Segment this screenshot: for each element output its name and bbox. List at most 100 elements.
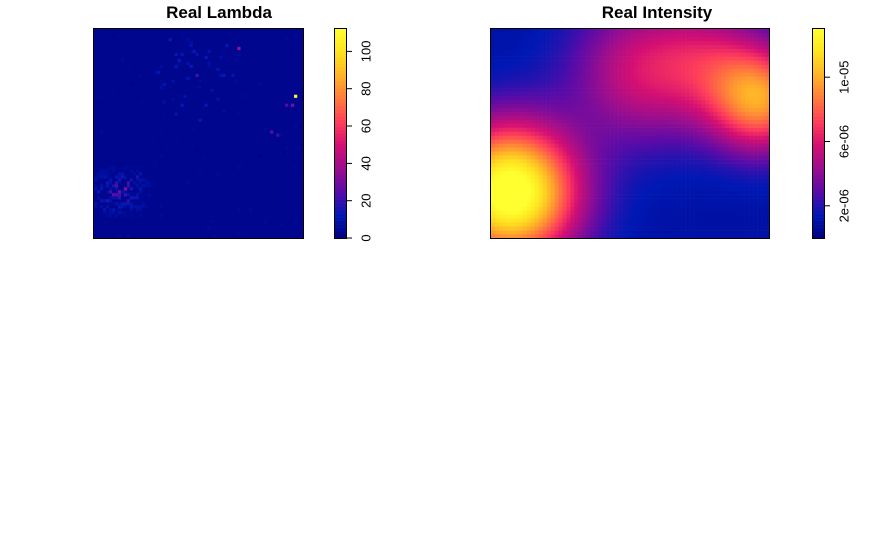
intensity-cell [622, 194, 627, 199]
intensity-cell [618, 159, 623, 164]
intensity-cell [550, 214, 555, 219]
intensity-cell [598, 182, 603, 188]
lambda-cell [162, 79, 166, 83]
lambda-cell [213, 193, 217, 197]
intensity-cell [514, 64, 520, 69]
intensity-cell [506, 174, 512, 180]
lambda-colorbar-segment [335, 123, 346, 127]
intensity-cell [697, 52, 702, 57]
intensity-cell [498, 234, 504, 239]
intensity-cell [518, 44, 524, 50]
intensity-cell [669, 68, 674, 73]
intensity-colorbar-segment [813, 123, 824, 127]
intensity-cell [717, 76, 722, 81]
intensity-cell [626, 96, 631, 101]
intensity-cell [757, 198, 762, 203]
intensity-cell [661, 52, 667, 57]
intensity-cell [693, 222, 698, 227]
intensity-cell [594, 143, 599, 148]
intensity-cell [633, 147, 639, 152]
intensity-cell [522, 234, 528, 239]
intensity-cell [697, 182, 702, 188]
intensity-cell [566, 99, 571, 105]
intensity-cell [491, 103, 496, 109]
intensity-cell [574, 202, 579, 207]
intensity-cell [665, 170, 671, 176]
intensity-cell [657, 194, 663, 199]
intensity-cell [725, 139, 730, 144]
intensity-cell [665, 167, 671, 172]
lambda-cell [237, 232, 241, 236]
intensity-cell [506, 119, 512, 124]
intensity-cell [669, 186, 674, 191]
intensity-colorbar-segment [813, 196, 824, 200]
intensity-cell [677, 29, 682, 34]
intensity-cell [498, 151, 504, 156]
intensity-cell [614, 60, 619, 65]
lambda-cell [264, 187, 268, 191]
intensity-cell [697, 111, 702, 117]
lambda-cell [117, 205, 122, 209]
lambda-cell [94, 85, 98, 89]
intensity-cell [729, 163, 734, 168]
intensity-cell [514, 84, 520, 89]
intensity-cell [558, 143, 563, 148]
intensity-cell [522, 159, 528, 164]
intensity-cell [506, 163, 512, 168]
intensity-cell [606, 174, 611, 180]
intensity-cell [574, 76, 579, 81]
intensity-cell [697, 92, 702, 97]
intensity-cell [633, 234, 639, 239]
intensity-cell [558, 178, 563, 184]
intensity-cell [578, 103, 583, 109]
intensity-cell [653, 226, 659, 231]
lambda-cell [120, 205, 125, 209]
intensity-cell [522, 194, 528, 199]
intensity-cell [753, 127, 758, 132]
intensity-cell [614, 29, 619, 34]
intensity-cell [550, 29, 555, 34]
intensity-cell [594, 84, 599, 89]
intensity-cell [701, 186, 706, 191]
intensity-cell [614, 107, 619, 113]
intensity-cell [685, 103, 690, 109]
intensity-cell [598, 167, 603, 172]
intensity-cell [669, 230, 674, 235]
intensity-cell [637, 76, 643, 81]
intensity-cell [733, 32, 738, 38]
intensity-cell [757, 167, 762, 172]
intensity-cell [737, 139, 742, 144]
intensity-cell [685, 48, 690, 53]
intensity-cell [498, 155, 504, 160]
lambda-cell [165, 166, 169, 170]
lambda-colorbar-segment [335, 119, 346, 124]
lambda-cell [210, 220, 214, 224]
intensity-cell [578, 48, 583, 53]
intensity-cell [491, 123, 496, 128]
intensity-cell [594, 190, 599, 195]
intensity-cell [562, 32, 567, 38]
intensity-cell [649, 190, 655, 195]
intensity-cell [630, 190, 635, 195]
intensity-cell [713, 174, 718, 180]
intensity-cell [661, 56, 667, 61]
lambda-cell [129, 208, 134, 212]
intensity-cell [566, 206, 571, 211]
intensity-cell [753, 80, 758, 85]
intensity-cell [566, 218, 571, 223]
intensity-cell [590, 123, 595, 128]
intensity-cell [530, 178, 535, 184]
intensity-cell [657, 155, 663, 160]
intensity-cell [753, 222, 758, 227]
intensity-cell [590, 40, 595, 46]
intensity-cell [630, 48, 635, 53]
intensity-cell [633, 167, 639, 172]
intensity-cell [518, 107, 524, 113]
intensity-cell [630, 119, 635, 124]
lambda-colorbar-segment [335, 81, 346, 86]
intensity-cell [550, 222, 555, 227]
intensity-cell [506, 170, 512, 176]
intensity-cell [598, 32, 603, 38]
intensity-cell [685, 107, 690, 113]
intensity-cell [677, 230, 682, 235]
